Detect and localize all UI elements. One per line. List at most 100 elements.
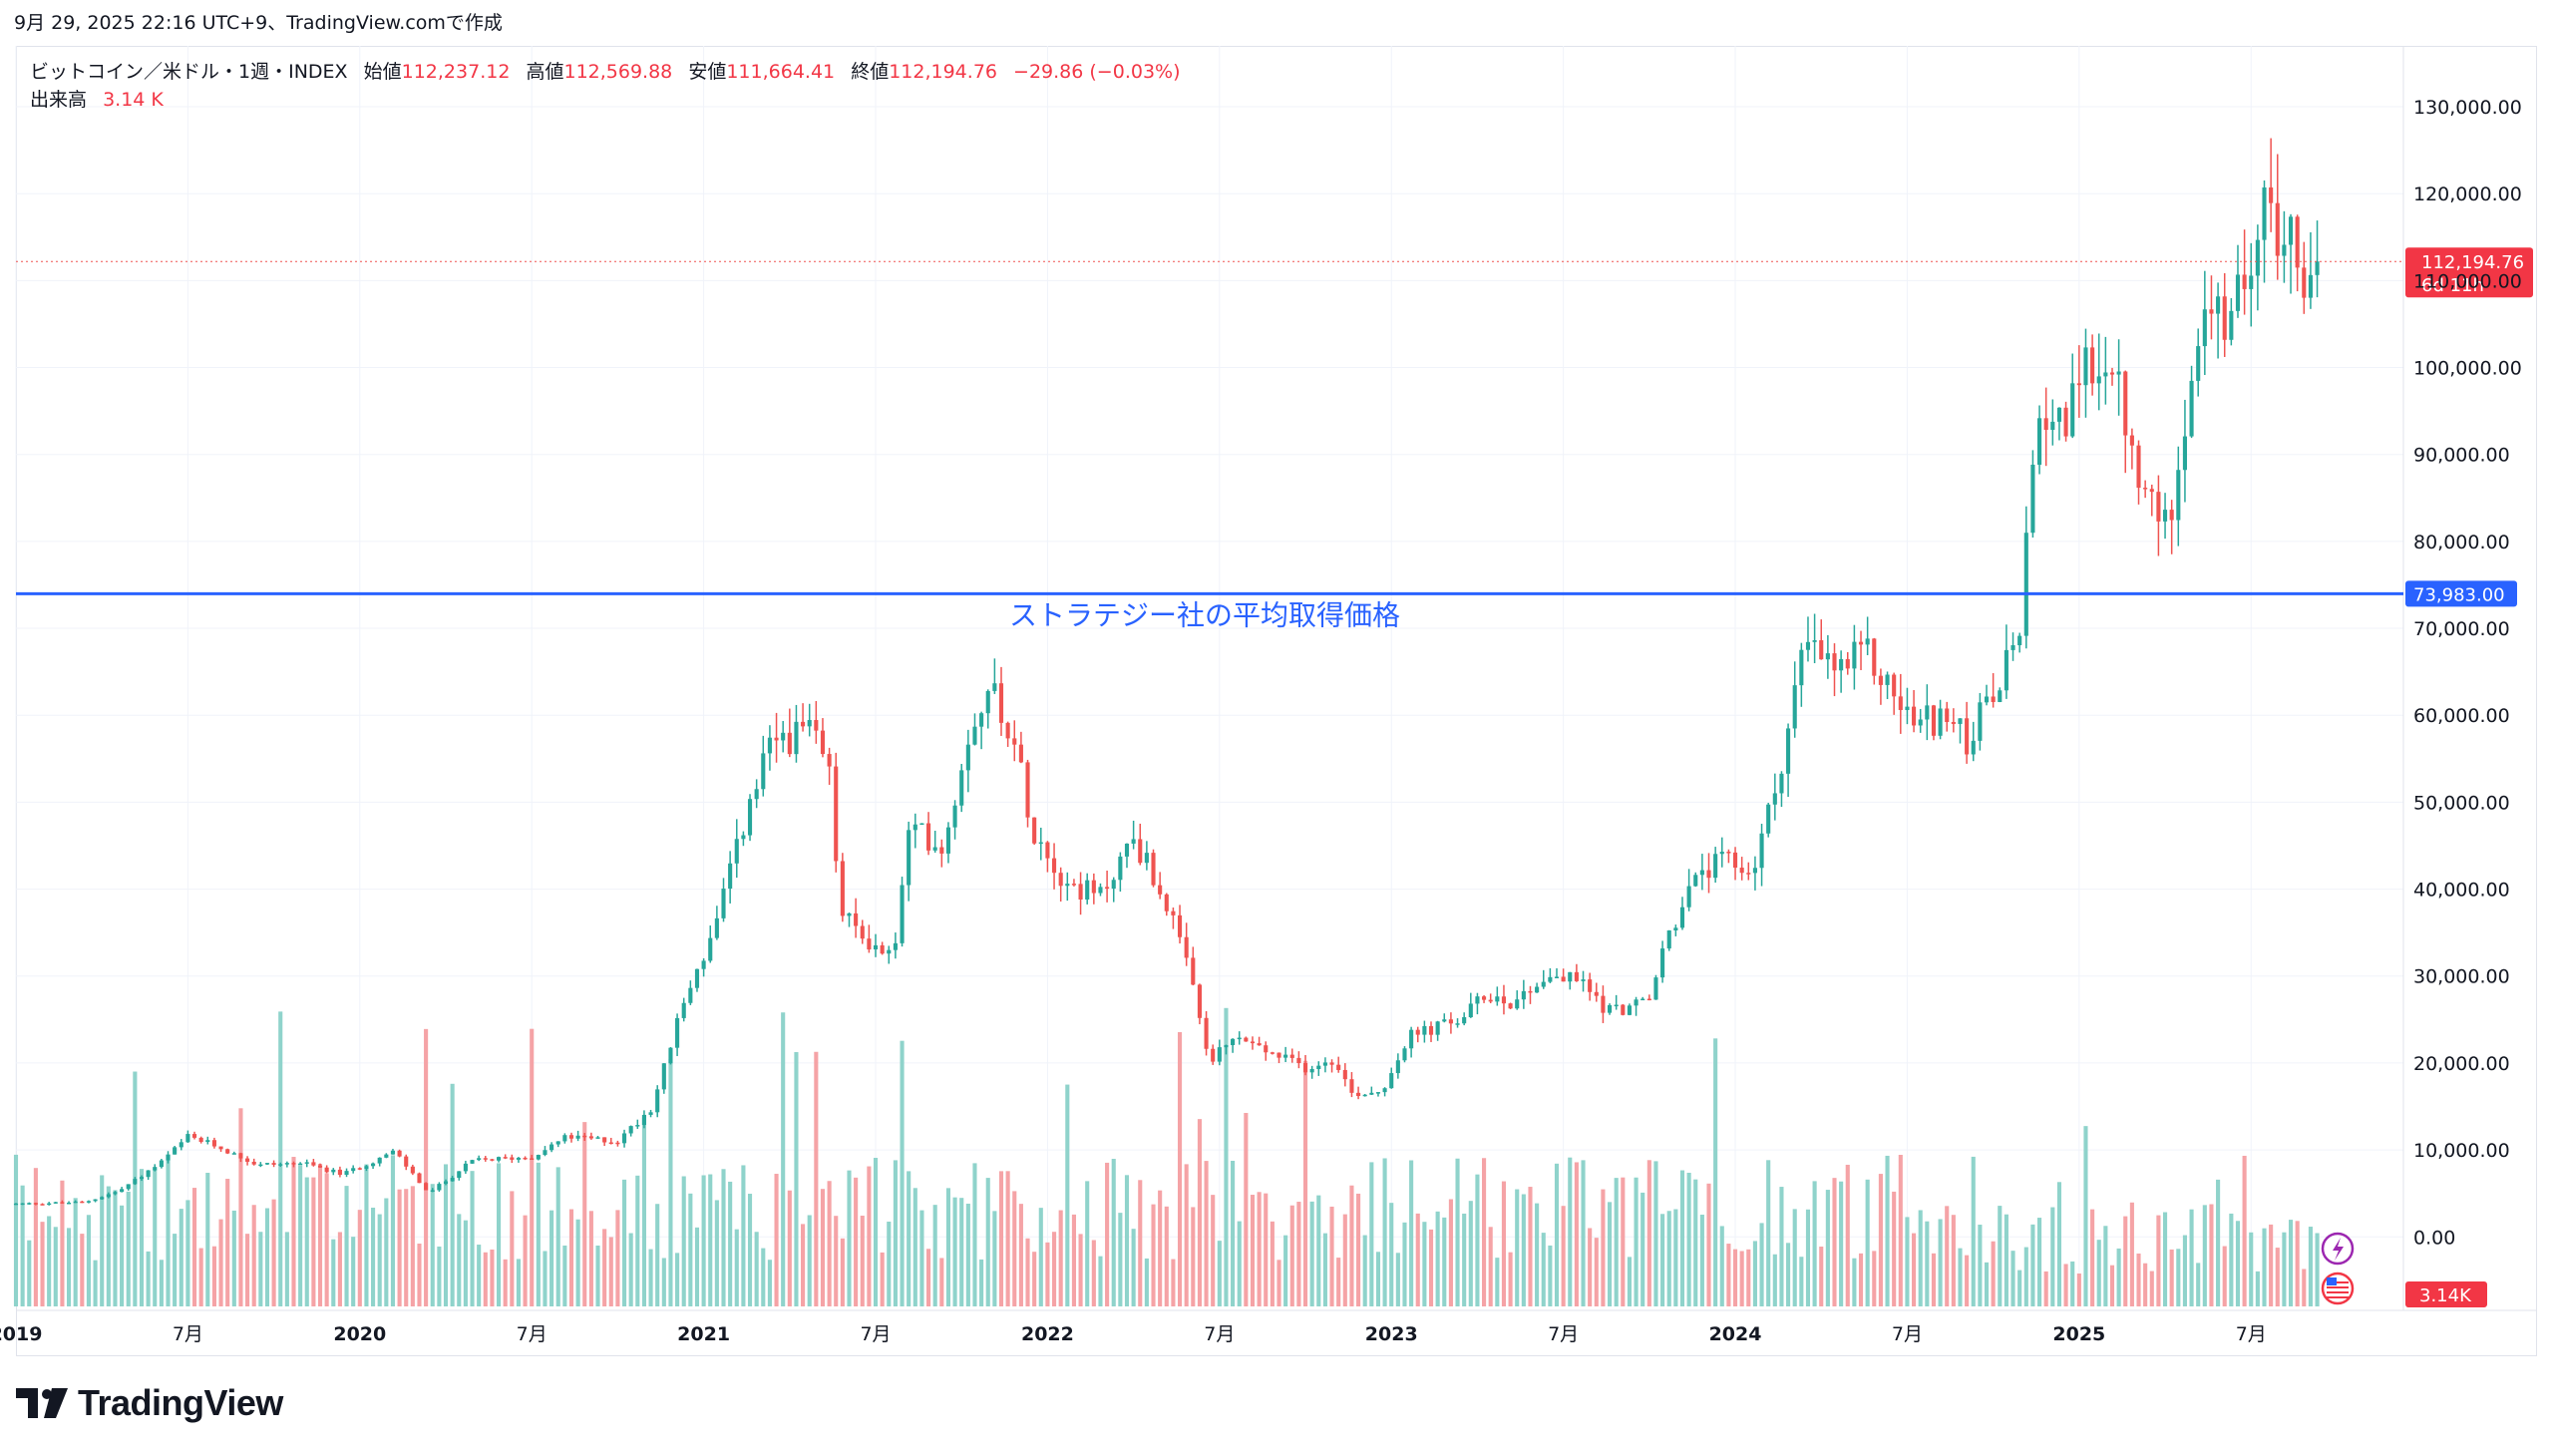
volume-bar [2288,1220,2294,1306]
volume-bar [761,1248,766,1306]
candle-body [1898,696,1903,710]
volume-bar [450,1083,455,1306]
volume-bar [945,1188,951,1306]
volume-bar [2096,1240,2101,1306]
volume-bar [1607,1202,1613,1306]
candle-body [1144,853,1149,864]
candle-body [1065,884,1070,887]
symbol-legend: ビットコイン／米ドル・1週・INDEX 始値112,237.12 高値112,5… [30,58,1181,114]
candle-body [185,1134,190,1143]
volume-bar [1349,1185,1354,1306]
candle-body [211,1140,216,1147]
volume-bar [1164,1206,1169,1306]
candle-body [721,889,726,918]
candle-body [1805,641,1811,650]
y-tick-label: 20,000.00 [2413,1053,2510,1075]
volume-bar [364,1164,369,1306]
volume-bar [1171,1259,1176,1306]
candle-body [73,1201,78,1204]
candle-body [820,730,826,755]
candle-body [939,847,944,854]
volume-bar [1442,1217,1447,1306]
candle-body [1217,1047,1222,1062]
candle-body [2109,372,2115,375]
volume-bar [1766,1160,1771,1306]
candle-body [2070,383,2075,437]
high-value: 112,569.88 [563,61,673,83]
candle-body [1283,1054,1288,1058]
volume-bar [1845,1164,1850,1306]
candle-body [483,1158,488,1160]
volume-bar [1151,1204,1156,1306]
candle-body [1627,1005,1632,1015]
volume-bar [1435,1211,1440,1306]
candle-body [1588,979,1593,992]
volume-bar [1276,1260,1281,1306]
candle-body [1276,1052,1281,1058]
volume-bar [1693,1179,1698,1306]
candle-body [1971,740,1976,755]
volume-bar [1191,1207,1196,1306]
candle-body [1051,858,1057,874]
candle-body [1131,839,1136,844]
candle-body [1356,1092,1361,1096]
candle-body [86,1201,91,1203]
volume-bar [2030,1224,2035,1306]
symbol-name[interactable]: ビットコイン／米ドル・1週・INDEX [30,61,348,83]
candle-body [1673,927,1678,930]
tradingview-logo[interactable]: TradingView [16,1382,283,1424]
candle-body [53,1202,58,1204]
candle-body [2050,421,2055,431]
volume-bar [1428,1229,1434,1306]
volume-bar [1805,1209,1811,1306]
candle-body [1495,996,1500,1002]
volume-bar [1375,1252,1381,1306]
volume-bar [1362,1235,1367,1306]
volume-bar [1515,1189,1520,1306]
volume-bar [1111,1159,1116,1306]
candle-body [166,1154,171,1161]
volume-bar [774,1174,779,1306]
candle-body [1032,817,1037,844]
candle-body [801,721,806,727]
volume-bar [2255,1271,2260,1306]
volume-bar [1594,1238,1599,1306]
candle-body [1442,1019,1447,1022]
volume-bar [1832,1178,1837,1306]
volume-bar [939,1258,944,1306]
volume-bar [510,1191,515,1306]
volume-bar [159,1260,164,1306]
volume-bar [926,1249,931,1306]
candle-body [304,1162,309,1164]
volume-bar [1627,1257,1632,1306]
volume-bar [1825,1190,1830,1306]
candle-body [60,1202,65,1204]
candle-body [1548,976,1553,982]
candle-body [2262,186,2267,240]
volume-bar [133,1071,138,1306]
last-price-tag [2405,247,2533,298]
volume-bar [979,1259,984,1306]
volume-bar [166,1154,171,1306]
volume-bar [2083,1126,2088,1306]
candle-body [317,1165,323,1168]
volume-label[interactable]: 出来高 [30,89,88,111]
candle-body [490,1159,495,1161]
volume-bar [225,1179,230,1306]
candle-body [893,942,898,950]
candle-body [1164,894,1169,911]
volume-bar [331,1239,336,1306]
candle-body [1772,793,1777,805]
volume-bar [1289,1205,1294,1306]
candle-body [1231,1038,1236,1045]
candle-body [1270,1052,1275,1054]
volume-bar [430,1184,435,1306]
volume-bar [1237,1221,1242,1306]
volume-bar [1078,1234,1083,1306]
volume-bar [146,1251,151,1306]
x-tick-label: 2022 [1021,1323,1074,1345]
volume-bar [2116,1248,2121,1306]
volume-bar [1508,1252,1513,1306]
x-tick-label: 7月 [2236,1323,2267,1345]
